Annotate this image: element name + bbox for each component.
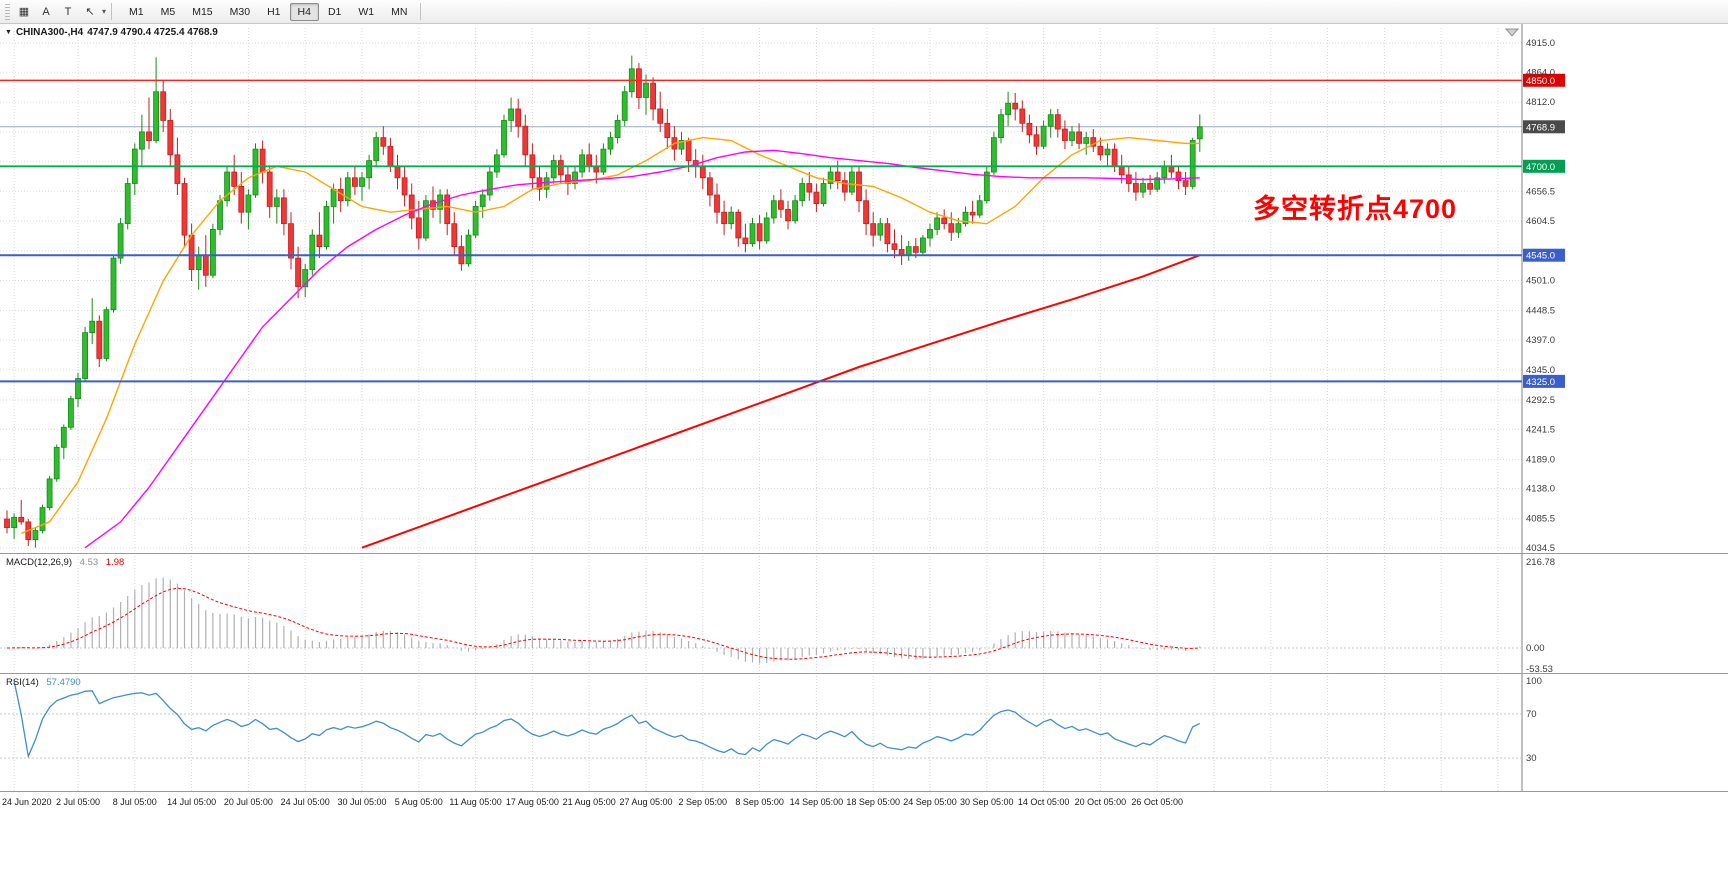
svg-text:4768.9: 4768.9 <box>1526 122 1555 133</box>
text-t-icon[interactable]: T <box>64 5 72 18</box>
timeframe-h4[interactable]: H4 <box>289 2 319 21</box>
svg-text:4292.5: 4292.5 <box>1526 395 1555 406</box>
svg-text:4345.0: 4345.0 <box>1526 365 1555 376</box>
ma-fast-orange <box>20 136 1200 535</box>
macd-axis-tick: -53.53 <box>1526 664 1553 675</box>
chart-shift-marker[interactable] <box>1504 28 1520 37</box>
svg-text:14 Sep 05:00: 14 Sep 05:00 <box>790 797 844 807</box>
svg-text:4850.0: 4850.0 <box>1526 76 1555 87</box>
svg-text:4700.0: 4700.0 <box>1526 162 1555 173</box>
svg-text:27 Aug 05:00: 27 Aug 05:00 <box>619 797 672 807</box>
macd-axis-tick: 0.00 <box>1526 643 1545 654</box>
hline-4545.0[interactable]: 4545.0 <box>0 248 1565 262</box>
svg-text:4138.0: 4138.0 <box>1526 484 1555 495</box>
svg-text:30 Sep 05:00: 30 Sep 05:00 <box>960 797 1014 807</box>
svg-text:8 Sep 05:00: 8 Sep 05:00 <box>735 797 784 807</box>
svg-text:2 Jul 05:00: 2 Jul 05:00 <box>56 797 100 807</box>
current-price-badge: 4768.9 <box>1523 120 1565 134</box>
svg-text:2 Sep 05:00: 2 Sep 05:00 <box>679 797 728 807</box>
svg-text:4915.0: 4915.0 <box>1526 38 1555 49</box>
text-a-icon[interactable]: A <box>42 5 50 18</box>
svg-text:20 Oct 05:00: 20 Oct 05:00 <box>1075 797 1127 807</box>
hline-4850.0[interactable]: 4850.0 <box>0 73 1565 87</box>
svg-text:24 Jun 2020: 24 Jun 2020 <box>2 797 52 807</box>
svg-text:20 Jul 05:00: 20 Jul 05:00 <box>224 797 273 807</box>
svg-text:4448.5: 4448.5 <box>1526 306 1555 317</box>
svg-text:4325.0: 4325.0 <box>1526 377 1555 388</box>
svg-text:8 Jul 05:00: 8 Jul 05:00 <box>113 797 157 807</box>
cursor-tool-icon[interactable]: ↖ <box>85 6 95 18</box>
macd-axis-tick: 216.78 <box>1526 557 1555 568</box>
chart-window-icon[interactable]: ▦ <box>18 6 30 18</box>
svg-text:4604.5: 4604.5 <box>1526 216 1555 227</box>
svg-text:14 Jul 05:00: 14 Jul 05:00 <box>167 797 216 807</box>
hline-4700.0[interactable]: 4700.0 <box>0 159 1565 173</box>
grid <box>0 28 1522 791</box>
svg-text:4397.0: 4397.0 <box>1526 335 1555 346</box>
toolbar-icon-group: ▦ A T ↖ <box>13 2 101 22</box>
timeframe-d1[interactable]: D1 <box>327 5 342 18</box>
svg-text:4241.5: 4241.5 <box>1526 424 1555 435</box>
chart-area[interactable]: 4850.0 4700.0 4545.0 4325.0 4768.9 4915.0 4864… <box>0 24 1728 893</box>
timeframe-m5[interactable]: M5 <box>160 5 176 18</box>
ma-slow-red <box>361 254 1201 549</box>
hline-4325.0[interactable]: 4325.0 <box>0 374 1565 388</box>
rsi-axis-tick: 70 <box>1526 709 1537 720</box>
svg-text:24 Sep 05:00: 24 Sep 05:00 <box>903 797 957 807</box>
ma-mid-magenta <box>84 149 1200 549</box>
toolbar-separator-2 <box>420 3 422 20</box>
timeframe-m30[interactable]: M30 <box>229 5 251 18</box>
svg-text:4034.5: 4034.5 <box>1526 543 1555 554</box>
svg-text:17 Aug 05:00: 17 Aug 05:00 <box>506 797 559 807</box>
price-axis[interactable]: 4915.0 4864.0 4812.0 4656.5 4604.5 4501.0 4448… <box>1521 24 1555 792</box>
svg-text:21 Aug 05:00: 21 Aug 05:00 <box>563 797 616 807</box>
svg-text:26 Oct 05:00: 26 Oct 05:00 <box>1131 797 1183 807</box>
top-toolbar: ▦ A T ↖ ▾ M1 M5 M15 M30 H1 H4 D1 W1 MN <box>0 0 1728 24</box>
chevron-down-icon[interactable]: ▾ <box>102 7 107 16</box>
timeframe-mn[interactable]: MN <box>391 5 408 18</box>
svg-text:14 Oct 05:00: 14 Oct 05:00 <box>1018 797 1070 807</box>
toolbar-separator <box>111 3 113 20</box>
chart-canvas[interactable]: 4850.0 4700.0 4545.0 4325.0 4768.9 4915.0 4864… <box>0 24 1728 893</box>
svg-text:4085.5: 4085.5 <box>1526 514 1555 525</box>
svg-text:30 Jul 05:00: 30 Jul 05:00 <box>337 797 386 807</box>
time-axis[interactable]: 24 Jun 2020 2 Jul 05:00 8 Jul 05:00 14 Jul … <box>2 797 1183 807</box>
timeframe-w1[interactable]: W1 <box>358 5 375 18</box>
timeframe-h1[interactable]: H1 <box>267 5 281 18</box>
toolbar-grip[interactable] <box>5 3 10 20</box>
svg-text:5 Aug 05:00: 5 Aug 05:00 <box>395 797 443 807</box>
svg-text:18 Sep 05:00: 18 Sep 05:00 <box>846 797 900 807</box>
svg-text:4656.5: 4656.5 <box>1526 186 1555 197</box>
svg-text:4812.0: 4812.0 <box>1526 97 1555 108</box>
rsi-axis-tick: 100 <box>1526 676 1542 687</box>
timeframe-m15[interactable]: M15 <box>192 5 213 18</box>
timeframe-group: M1 M5 M15 M30 H1 H4 D1 W1 MN <box>121 2 415 21</box>
macd-signal-line <box>6 587 1200 660</box>
svg-text:4189.0: 4189.0 <box>1526 454 1555 465</box>
timeframe-m1[interactable]: M1 <box>129 5 144 18</box>
svg-text:24 Jul 05:00: 24 Jul 05:00 <box>281 797 330 807</box>
svg-text:4501.0: 4501.0 <box>1526 275 1555 286</box>
candles <box>4 55 1203 548</box>
svg-text:11 Aug 05:00: 11 Aug 05:00 <box>449 797 501 807</box>
svg-text:4545.0: 4545.0 <box>1526 251 1555 262</box>
svg-text:4864.0: 4864.0 <box>1526 67 1555 78</box>
rsi-axis-tick: 30 <box>1526 753 1537 764</box>
rsi-line <box>13 680 1201 759</box>
macd-histogram <box>13 577 1201 664</box>
